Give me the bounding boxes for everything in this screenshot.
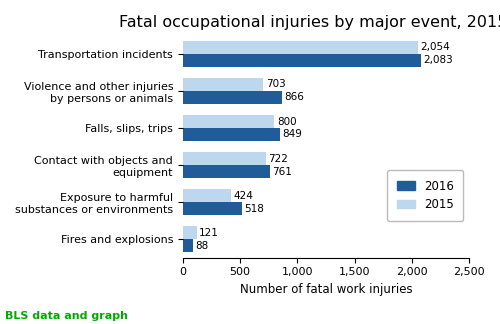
Bar bbox=[183, 239, 193, 252]
Text: 703: 703 bbox=[266, 79, 285, 89]
Bar bbox=[183, 41, 418, 54]
Title: Fatal occupational injuries by major event, 2015-16: Fatal occupational injuries by major eve… bbox=[119, 15, 500, 30]
Text: 121: 121 bbox=[199, 228, 219, 238]
Text: 424: 424 bbox=[234, 191, 254, 201]
Bar bbox=[183, 128, 280, 141]
Text: 2,083: 2,083 bbox=[424, 55, 454, 65]
Legend: 2016, 2015: 2016, 2015 bbox=[388, 170, 464, 221]
Text: 866: 866 bbox=[284, 92, 304, 102]
Bar bbox=[183, 91, 282, 104]
Text: 800: 800 bbox=[277, 117, 296, 127]
Bar bbox=[183, 78, 264, 91]
Bar bbox=[183, 189, 232, 202]
Text: 2,054: 2,054 bbox=[420, 42, 450, 52]
Text: 761: 761 bbox=[272, 167, 292, 177]
Text: 849: 849 bbox=[282, 130, 302, 140]
Text: 722: 722 bbox=[268, 154, 287, 164]
X-axis label: Number of fatal work injuries: Number of fatal work injuries bbox=[240, 283, 412, 296]
Text: BLS data and graph: BLS data and graph bbox=[5, 311, 128, 321]
Bar bbox=[183, 115, 274, 128]
Bar bbox=[183, 54, 422, 67]
Bar bbox=[183, 202, 242, 215]
Bar bbox=[183, 165, 270, 178]
Text: 88: 88 bbox=[195, 241, 208, 251]
Text: 518: 518 bbox=[244, 204, 264, 214]
Bar bbox=[183, 152, 266, 165]
Bar bbox=[183, 226, 196, 239]
